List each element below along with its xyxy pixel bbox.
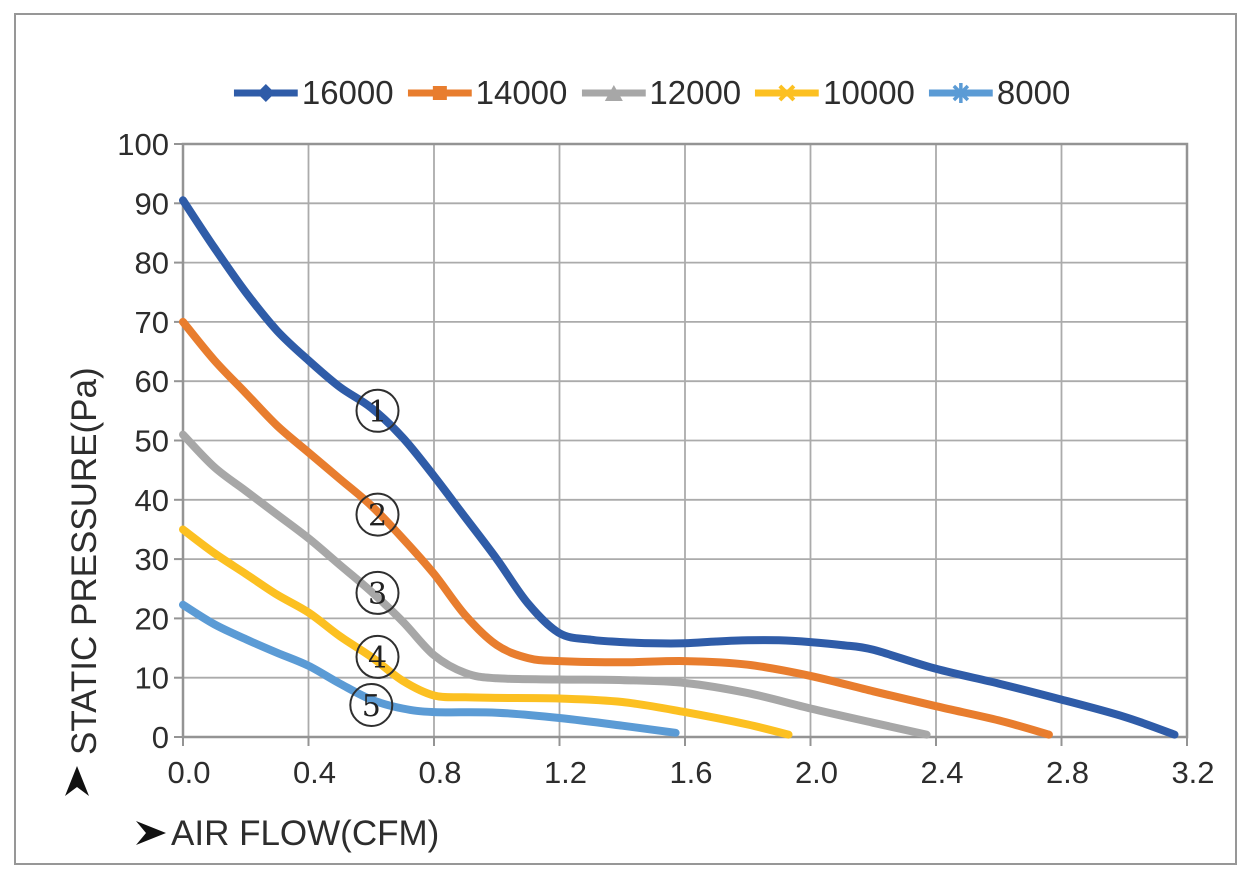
annotation-number: 5 bbox=[362, 689, 381, 724]
series-line-8000 bbox=[179, 600, 680, 737]
x-tick-label: 3.2 bbox=[1171, 755, 1214, 790]
axis-ticks bbox=[174, 143, 1188, 746]
y-tick-label: 40 bbox=[135, 483, 169, 518]
legend-triangle-marker-icon bbox=[581, 85, 646, 101]
legend-square-marker-icon bbox=[407, 86, 472, 100]
annotation-number: 1 bbox=[368, 395, 387, 430]
legend-label: 10000 bbox=[823, 74, 915, 111]
y-tick-label: 70 bbox=[135, 305, 169, 340]
legend-label: 12000 bbox=[649, 74, 742, 111]
annotation-4: 4 bbox=[355, 634, 400, 679]
x-tick-label: 2.0 bbox=[795, 755, 838, 790]
annotation-circle-icon bbox=[355, 492, 400, 537]
y-axis-title: STATIC PRESSURE(Pa) bbox=[65, 367, 104, 755]
legend-item-10000: 10000 bbox=[755, 74, 915, 112]
x-tick-label: 1.2 bbox=[544, 755, 587, 790]
legend-asterisk-marker-icon bbox=[928, 83, 993, 103]
annotation-circle-icon bbox=[355, 388, 400, 433]
series-line-12000 bbox=[179, 430, 931, 739]
annotation-3: 3 bbox=[355, 570, 400, 615]
annotation-number: 4 bbox=[368, 641, 387, 676]
x-tick-label: 0.8 bbox=[418, 755, 461, 790]
legend-diamond-marker-icon bbox=[233, 84, 298, 102]
plot-frame bbox=[181, 142, 1189, 739]
y-tick-label: 10 bbox=[135, 661, 169, 696]
x-tick-label: 0.4 bbox=[293, 755, 336, 790]
x-axis-title: AIR FLOW(CFM) bbox=[171, 814, 439, 853]
x-tick-label: 0.0 bbox=[167, 755, 210, 790]
x-tick-label: 1.6 bbox=[669, 755, 712, 790]
x-tick-label: 2.4 bbox=[920, 755, 963, 790]
legend-item-8000: 8000 bbox=[928, 74, 1071, 112]
x-axis-arrow-icon bbox=[136, 821, 166, 845]
y-tick-label: 30 bbox=[135, 542, 169, 577]
y-tick-label: 20 bbox=[135, 601, 169, 636]
y-tick-label: 0 bbox=[152, 720, 169, 755]
annotation-number: 3 bbox=[368, 577, 387, 612]
y-axis-arrow-icon bbox=[65, 766, 89, 796]
annotation-number: 2 bbox=[368, 499, 387, 534]
annotation-circle-icon bbox=[355, 634, 400, 679]
annotation-circle-icon bbox=[349, 683, 394, 727]
legend-label: 16000 bbox=[301, 74, 394, 111]
annotation-2: 2 bbox=[355, 492, 400, 537]
series-line-10000 bbox=[179, 525, 793, 739]
y-tick-label: 60 bbox=[135, 364, 169, 399]
legend-x-marker-icon bbox=[755, 84, 820, 102]
legend-label: 14000 bbox=[475, 74, 568, 111]
x-tick-label: 2.8 bbox=[1046, 755, 1089, 790]
series-line-14000 bbox=[179, 317, 1053, 739]
annotation-circle-icon bbox=[355, 570, 400, 615]
annotation-1: 1 bbox=[355, 388, 400, 433]
series-line-16000 bbox=[179, 196, 1179, 739]
y-tick-label: 100 bbox=[117, 127, 169, 162]
y-tick-label: 50 bbox=[135, 424, 169, 459]
legend-item-16000: 16000 bbox=[233, 74, 394, 112]
annotation-5: 5 bbox=[349, 683, 394, 727]
legend-label: 8000 bbox=[996, 74, 1071, 111]
chart-legend: 16000 14000 12000 10000 8000 bbox=[233, 74, 1071, 112]
y-tick-label: 90 bbox=[135, 186, 169, 221]
y-tick-label: 80 bbox=[135, 246, 169, 281]
legend-item-14000: 14000 bbox=[407, 74, 568, 112]
chart-grid bbox=[182, 143, 1188, 738]
legend-item-12000: 12000 bbox=[581, 74, 741, 112]
